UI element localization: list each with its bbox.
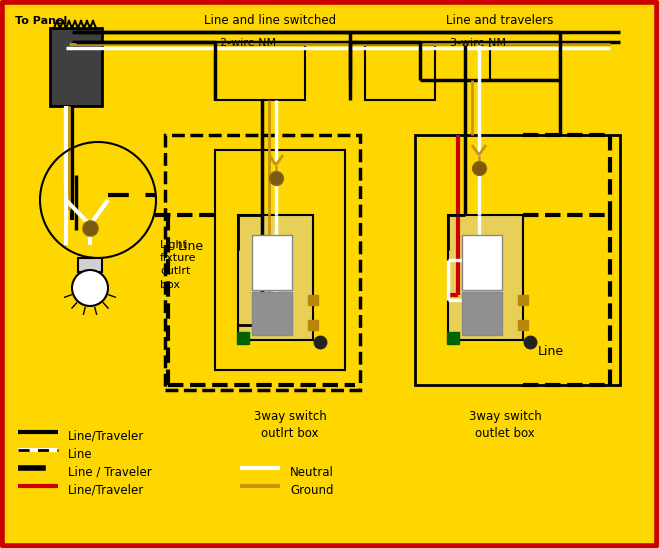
- Bar: [252, 235, 292, 290]
- Text: Neutral: Neutral: [290, 465, 334, 478]
- Bar: [165, 135, 360, 390]
- Text: Line: Line: [538, 345, 564, 358]
- Text: 3-wire NM: 3-wire NM: [450, 38, 506, 48]
- Circle shape: [72, 270, 108, 306]
- Text: Line/Traveler: Line/Traveler: [68, 430, 144, 442]
- Bar: [448, 215, 523, 340]
- Text: 3way switch
outlet box: 3way switch outlet box: [469, 410, 542, 440]
- Bar: [215, 150, 345, 370]
- Bar: [462, 292, 502, 335]
- Text: To Panel: To Panel: [15, 16, 67, 26]
- Bar: [462, 235, 502, 290]
- Text: Light
fixture
outlrt
box: Light fixture outlrt box: [160, 240, 196, 289]
- Bar: [365, 45, 435, 100]
- Bar: [490, 45, 560, 80]
- Text: Line: Line: [68, 448, 93, 460]
- Text: Line and line switched: Line and line switched: [204, 14, 336, 27]
- Bar: [78, 258, 102, 272]
- Text: Ground: Ground: [290, 483, 333, 496]
- Bar: [215, 45, 305, 100]
- Bar: [252, 292, 292, 335]
- Text: Line / Traveler: Line / Traveler: [68, 465, 152, 478]
- Text: Line/Traveler: Line/Traveler: [68, 483, 144, 496]
- Text: Line and travelers: Line and travelers: [446, 14, 554, 27]
- Text: 3way switch
outlrt box: 3way switch outlrt box: [254, 410, 326, 440]
- Bar: [50, 28, 102, 106]
- Bar: [238, 215, 313, 340]
- Text: Line: Line: [178, 240, 204, 253]
- Bar: [415, 135, 620, 385]
- Text: 2-wire NM: 2-wire NM: [220, 38, 276, 48]
